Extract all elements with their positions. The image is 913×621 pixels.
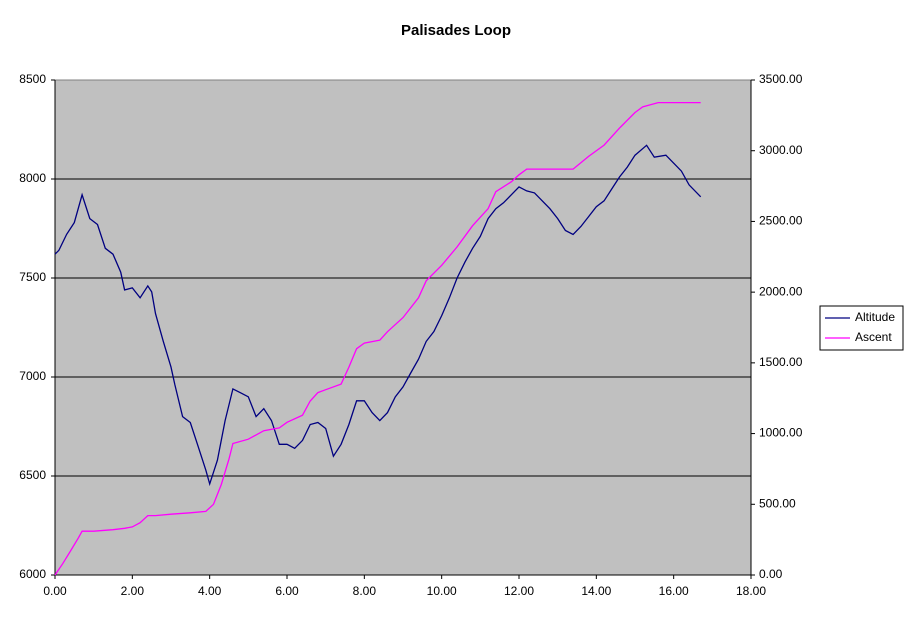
x-tick-label: 2.00 xyxy=(121,584,145,598)
x-tick-label: 14.00 xyxy=(581,584,611,598)
y2-tick-label: 500.00 xyxy=(759,496,796,510)
x-tick-label: 12.00 xyxy=(504,584,534,598)
y-tick-label: 6000 xyxy=(19,567,46,581)
y-tick-label: 7500 xyxy=(19,270,46,284)
y2-tick-label: 3500.00 xyxy=(759,72,803,86)
plot-area xyxy=(54,79,752,576)
series-line xyxy=(54,101,701,576)
y-tick-label: 8000 xyxy=(19,171,46,185)
y2-tick-label: 1000.00 xyxy=(759,426,803,440)
series-line xyxy=(54,144,702,487)
x-tick-label: 8.00 xyxy=(353,584,377,598)
y2-tick-label: 2500.00 xyxy=(759,214,803,228)
y2-tick-label: 1500.00 xyxy=(759,355,803,369)
legend-box xyxy=(819,305,904,351)
y-tick-label: 6500 xyxy=(19,468,46,482)
x-tick-label: 6.00 xyxy=(275,584,299,598)
chart-title: Palisades Loop xyxy=(401,22,511,39)
y2-tick-label: 2000.00 xyxy=(759,284,803,298)
x-tick-label: 4.00 xyxy=(198,584,222,598)
legend-label: Altitude xyxy=(855,310,895,324)
y-tick-label: 8500 xyxy=(19,72,46,86)
x-tick-label: 16.00 xyxy=(659,584,689,598)
y-tick-label: 7000 xyxy=(19,369,46,383)
y2-tick-label: 3000.00 xyxy=(759,143,803,157)
x-tick-label: 0.00 xyxy=(43,584,67,598)
x-tick-label: 18.00 xyxy=(736,584,766,598)
legend-label: Ascent xyxy=(855,330,892,344)
x-tick-label: 10.00 xyxy=(427,584,457,598)
y2-tick-label: 0.00 xyxy=(759,567,783,581)
